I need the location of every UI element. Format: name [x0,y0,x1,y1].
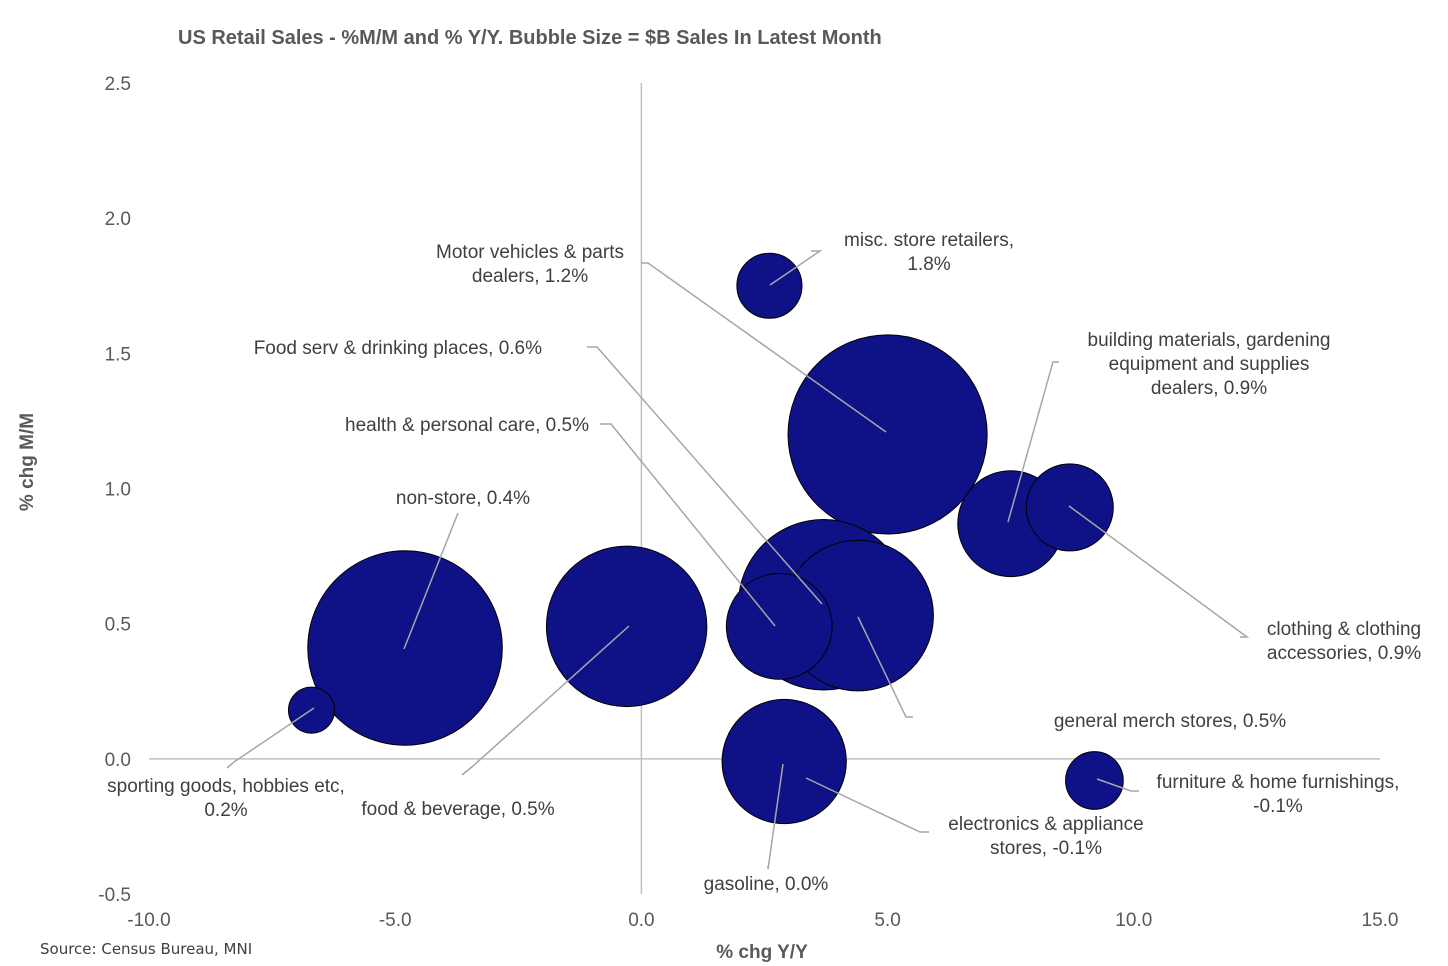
x-tick-label: 0.0 [628,910,654,931]
label-gasoline: gasoline, 0.0% [704,874,829,895]
label-line: food & beverage, 0.5% [361,799,554,820]
leader-general-merch-stores [857,616,913,718]
label-line: accessories, 0.9% [1267,643,1421,664]
label-line: building materials, gardening [1088,330,1331,351]
leader-non-store [403,512,459,650]
y-tick-label: 2.0 [105,209,131,230]
y-tick-label: 1.5 [105,344,131,365]
x-axis-ticks: -10.0 -5.0 0.0 5.0 10.0 15.0 [127,910,1398,931]
x-tick-label: 15.0 [1362,910,1399,931]
label-sporting-goods-hobbies-etc: sporting goods, hobbies etc, 0.2% [107,776,345,821]
label-line: furniture & home furnishings, [1157,772,1400,793]
label-line: misc. store retailers, [844,230,1014,251]
label-line: 0.2% [204,800,247,821]
label-line: electronics & appliance [948,814,1143,835]
label-clothing-clothing-accessories: clothing & clothing accessories, 0.9% [1267,619,1421,664]
leader-motor-vehicles-parts-dealers [641,262,887,433]
leader-furniture-home-furnishings [1096,778,1139,792]
bubble-furniture-home-furnishings [1065,751,1124,810]
label-food-serv-drinking-places: Food serv & drinking places, 0.6% [254,338,542,359]
label-line: Motor vehicles & parts [436,242,624,263]
label-line: 1.8% [907,254,950,275]
label-misc-store-retailers: misc. store retailers, 1.8% [844,230,1014,275]
y-tick-label: 2.5 [105,74,131,95]
label-line: -0.1% [1253,796,1303,817]
label-general-merch-stores: general merch stores, 0.5% [1054,711,1286,732]
label-line: dealers, 0.9% [1151,378,1267,399]
leader-building-materials-gardening-equipment-and-supplies-dealers [1007,361,1059,523]
source-note: Source: Census Bureau, MNI [40,940,252,958]
x-tick-label: 5.0 [874,910,900,931]
label-line: clothing & clothing [1267,619,1421,640]
bubble-gasoline [721,698,847,825]
label-food-beverage: food & beverage, 0.5% [361,799,554,820]
leader-clothing-clothing-accessories [1068,505,1250,638]
y-tick-label: 1.0 [105,480,131,501]
label-furniture-home-furnishings: furniture & home furnishings, -0.1% [1157,772,1400,817]
leader-misc-store-retailers [769,250,823,286]
label-line: dealers, 1.2% [472,266,588,287]
label-motor-vehicles-parts-dealers: Motor vehicles & parts dealers, 1.2% [436,242,624,287]
label-building-materials-gardening-equipment-and-supplies-dealers: building materials, gardening equipment a… [1088,330,1331,399]
label-line: stores, -0.1% [990,838,1102,859]
x-tick-label: -5.0 [379,910,412,931]
label-line: general merch stores, 0.5% [1054,711,1286,732]
label-line: gasoline, 0.0% [704,874,829,895]
bubble-food-beverage [545,545,708,708]
label-line: equipment and supplies [1109,354,1310,375]
chart-title: US Retail Sales - %M/M and % Y/Y. Bubble… [178,27,882,49]
leader-sporting-goods-hobbies-etc [226,707,315,769]
label-non-store: non-store, 0.4% [396,488,530,509]
label-electronics-appliance-stores: electronics & appliance stores, -0.1% [948,814,1143,859]
y-tick-label: 0.0 [105,750,131,771]
leader-health-personal-care [600,423,776,627]
x-tick-label: 10.0 [1115,910,1152,931]
label-health-personal-care: health & personal care, 0.5% [345,415,589,436]
x-axis-label: % chg Y/Y [716,942,808,963]
y-axis-label: % chg M/M [17,413,38,511]
y-tick-label: 0.5 [105,615,131,636]
bubble-motor-vehicles-parts-dealers [787,334,988,535]
label-line: health & personal care, 0.5% [345,415,589,436]
leader-food-beverage [461,625,630,776]
label-line: sporting goods, hobbies etc, [107,776,345,797]
bubble-health-personal-care [725,572,833,680]
label-line: non-store, 0.4% [396,488,530,509]
bubble-labels: misc. store retailers, 1.8% Motor vehicles… [107,230,1421,895]
label-line: Food serv & drinking places, 0.6% [254,338,542,359]
leader-gasoline [767,763,784,870]
y-tick-label: -0.5 [98,885,131,906]
x-tick-label: -10.0 [127,910,170,931]
label-leader-lines [226,250,1250,870]
leader-electronics-appliance-stores [805,777,929,833]
leader-food-serv-drinking-places [587,346,823,605]
bubble-misc-store-retailers [736,252,803,319]
y-axis-ticks: -0.5 0.0 0.5 1.0 1.5 2.0 2.5 [98,74,131,906]
